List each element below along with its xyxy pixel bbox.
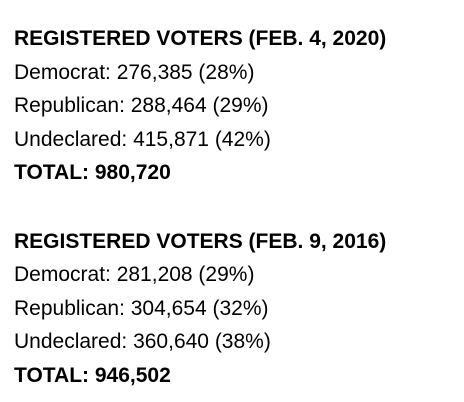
undeclared-row: Undeclared: 415,871 (42%): [14, 127, 271, 151]
document: REGISTERED VOTERS (FEB. 4, 2020) Democra…: [14, 22, 454, 392]
republican-row: Republican: 304,654 (32%): [14, 296, 269, 320]
undeclared-row: Undeclared: 360,640 (38%): [14, 330, 271, 353]
block-heading: REGISTERED VOTERS (FEB. 4, 2020): [14, 27, 387, 50]
republican-row: Republican: 288,464 (29%): [14, 94, 269, 117]
voter-block-2016: REGISTERED VOTERS (FEB. 9, 2016) Democra…: [14, 225, 454, 393]
total-row: TOTAL: 980,720: [14, 161, 171, 184]
block-heading: REGISTERED VOTERS (FEB. 9, 2016): [14, 229, 387, 253]
democrat-row: Democrat: 276,385 (28%): [14, 60, 255, 84]
democrat-row: Democrat: 281,208 (29%): [14, 263, 255, 286]
total-row: TOTAL: 946,502: [14, 363, 171, 387]
voter-block-2020: REGISTERED VOTERS (FEB. 4, 2020) Democra…: [14, 22, 454, 190]
